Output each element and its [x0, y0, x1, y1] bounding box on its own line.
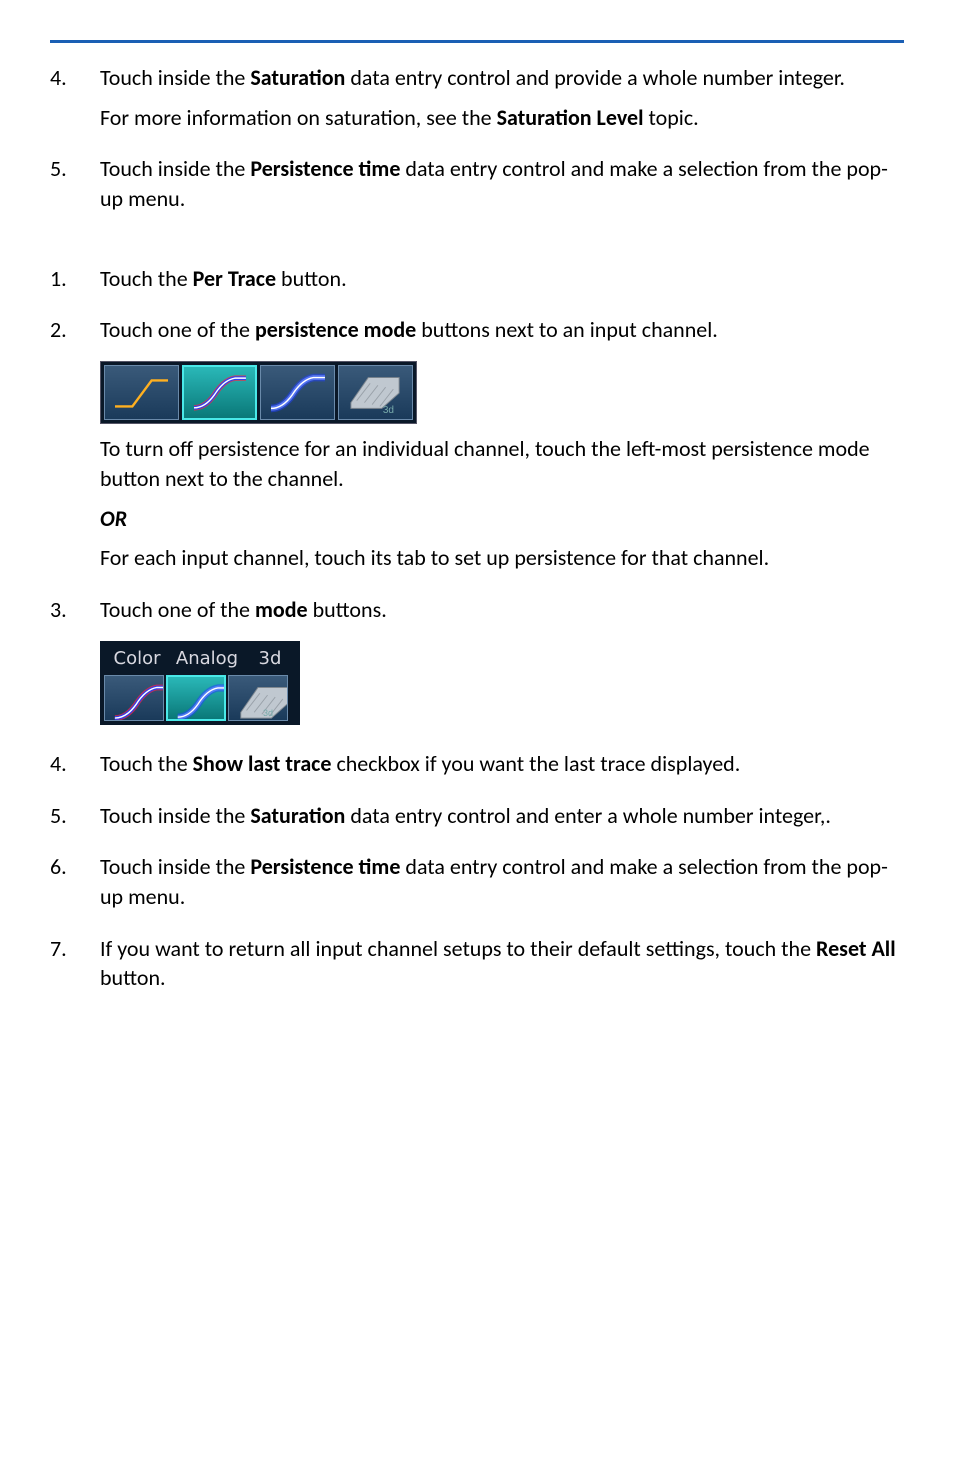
mode-button-color-persist[interactable]: [104, 675, 164, 721]
persistence-mode-button-strip: 3d: [100, 361, 417, 424]
list-number: 3.: [50, 595, 100, 737]
list-item: 6.Touch inside the Persistence time data…: [50, 852, 904, 921]
bold-term: mode: [255, 596, 308, 623]
mode-label: Color: [104, 647, 170, 671]
list-number: 4.: [50, 749, 100, 789]
list-group-a: 4.Touch inside the Saturation data entry…: [50, 63, 904, 224]
bold-term: Saturation: [250, 802, 345, 829]
list-number: 7.: [50, 934, 100, 1003]
paragraph: Touch inside the Persistence time data e…: [100, 154, 904, 213]
list-number: 6.: [50, 852, 100, 921]
paragraph: OR: [100, 504, 904, 534]
list-group-b: 1.Touch the Per Trace button.2.Touch one…: [50, 264, 904, 1003]
list-number: 5.: [50, 801, 100, 841]
list-item: 3.Touch one of the mode buttons. ColorAna…: [50, 595, 904, 737]
paragraph: Touch one of the persistence mode button…: [100, 315, 904, 345]
bold-term: Persistence time: [250, 155, 400, 182]
3d-label: 3d: [383, 404, 394, 418]
paragraph: If you want to return all input channel …: [100, 934, 904, 993]
or-separator: OR: [100, 505, 127, 532]
list-content: Touch inside the Persistence time data e…: [100, 154, 904, 223]
list-number: 5.: [50, 154, 100, 223]
list-content: If you want to return all input channel …: [100, 934, 904, 1003]
list-number: 4.: [50, 63, 100, 142]
bold-term: persistence mode: [255, 316, 416, 343]
list-content: Touch one of the persistence mode button…: [100, 315, 904, 582]
list-content: Touch inside the Persistence time data e…: [100, 852, 904, 921]
list-item: 5.Touch inside the Persistence time data…: [50, 154, 904, 223]
bold-term: Saturation Level: [497, 104, 644, 131]
list-item: 7.If you want to return all input channe…: [50, 934, 904, 1003]
mode-button-3d[interactable]: 3d: [228, 675, 288, 721]
paragraph: For more information on saturation, see …: [100, 103, 904, 133]
bold-term: Persistence time: [250, 853, 400, 880]
3d-label: 3d: [263, 707, 273, 719]
paragraph: Touch one of the mode buttons.: [100, 595, 904, 625]
list-content: Touch inside the Saturation data entry c…: [100, 63, 904, 142]
mode-button-strip: ColorAnalog3d3d: [100, 641, 300, 725]
bold-term: Saturation: [250, 64, 345, 91]
list-content: Touch the Per Trace button.: [100, 264, 904, 304]
bold-term: Reset All: [816, 935, 896, 962]
bold-term: Per Trace: [193, 265, 276, 292]
paragraph: Touch the Per Trace button.: [100, 264, 904, 294]
list-content: Touch inside the Saturation data entry c…: [100, 801, 904, 841]
list-item: 1.Touch the Per Trace button.: [50, 264, 904, 304]
paragraph: To turn off persistence for an individua…: [100, 434, 904, 493]
persistence-mode-button-simple[interactable]: [104, 365, 179, 420]
paragraph: For each input channel, touch its tab to…: [100, 543, 904, 573]
list-item: 4.Touch the Show last trace checkbox if …: [50, 749, 904, 789]
paragraph: Touch inside the Saturation data entry c…: [100, 801, 904, 831]
paragraph: Touch inside the Saturation data entry c…: [100, 63, 904, 93]
list-item: 4.Touch inside the Saturation data entry…: [50, 63, 904, 142]
mode-label: Analog: [170, 647, 244, 671]
list-item: 2.Touch one of the persistence mode butt…: [50, 315, 904, 582]
persistence-mode-button-color-persist[interactable]: [182, 365, 257, 420]
paragraph: Touch the Show last trace checkbox if yo…: [100, 749, 904, 779]
mode-button-analog-persist[interactable]: [166, 675, 226, 721]
persistence-mode-button-analog-persist[interactable]: [260, 365, 335, 420]
mode-label: 3d: [244, 647, 296, 671]
list-content: Touch one of the mode buttons. ColorAnalo…: [100, 595, 904, 737]
persistence-mode-button-3d[interactable]: 3d: [338, 365, 413, 420]
paragraph: Touch inside the Persistence time data e…: [100, 852, 904, 911]
top-rule: [50, 40, 904, 43]
list-content: Touch the Show last trace checkbox if yo…: [100, 749, 904, 789]
list-number: 2.: [50, 315, 100, 582]
list-number: 1.: [50, 264, 100, 304]
bold-term: Show last trace: [193, 750, 332, 777]
list-item: 5.Touch inside the Saturation data entry…: [50, 801, 904, 841]
